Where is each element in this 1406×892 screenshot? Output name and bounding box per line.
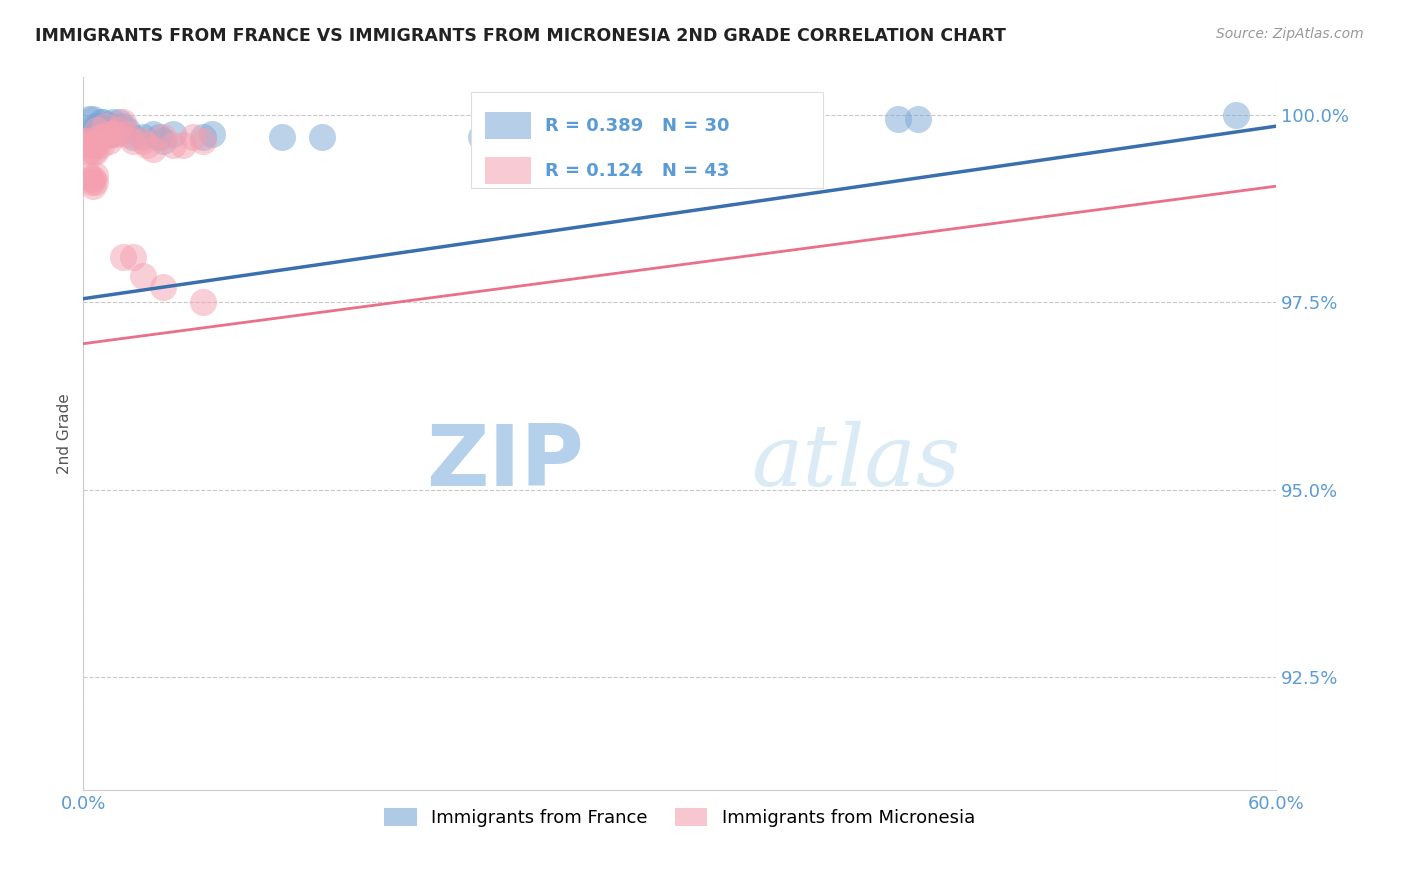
Point bbox=[112, 119, 135, 133]
Point bbox=[152, 280, 174, 294]
Point bbox=[108, 115, 131, 129]
Point bbox=[84, 145, 107, 160]
Point bbox=[122, 130, 145, 145]
Point bbox=[142, 142, 165, 156]
Point bbox=[907, 112, 929, 126]
Point bbox=[82, 112, 104, 126]
Point bbox=[82, 179, 104, 194]
Point bbox=[86, 119, 108, 133]
Point bbox=[86, 123, 108, 137]
Point bbox=[108, 123, 131, 137]
Point bbox=[112, 251, 135, 265]
Point bbox=[104, 119, 127, 133]
Point bbox=[101, 127, 124, 141]
Point bbox=[77, 137, 100, 152]
Point bbox=[84, 168, 107, 182]
FancyBboxPatch shape bbox=[485, 112, 530, 139]
Point bbox=[75, 134, 97, 148]
Y-axis label: 2nd Grade: 2nd Grade bbox=[58, 393, 72, 474]
Point bbox=[105, 127, 128, 141]
Text: R = 0.389   N = 30: R = 0.389 N = 30 bbox=[546, 117, 730, 135]
Point bbox=[84, 119, 107, 133]
Point bbox=[201, 127, 224, 141]
Point bbox=[80, 176, 103, 190]
Text: IMMIGRANTS FROM FRANCE VS IMMIGRANTS FROM MICRONESIA 2ND GRADE CORRELATION CHART: IMMIGRANTS FROM FRANCE VS IMMIGRANTS FRO… bbox=[35, 27, 1007, 45]
Point bbox=[148, 130, 170, 145]
Point bbox=[90, 137, 112, 152]
Point bbox=[181, 130, 204, 145]
Point bbox=[80, 137, 103, 152]
Text: Source: ZipAtlas.com: Source: ZipAtlas.com bbox=[1216, 27, 1364, 41]
Point bbox=[115, 123, 138, 137]
Point bbox=[132, 269, 155, 284]
FancyBboxPatch shape bbox=[485, 157, 530, 185]
Point bbox=[91, 130, 114, 145]
Point bbox=[191, 134, 214, 148]
Text: ZIP: ZIP bbox=[426, 421, 585, 504]
Point bbox=[132, 134, 155, 148]
Point bbox=[96, 127, 118, 141]
Point bbox=[191, 295, 214, 310]
Text: R = 0.124   N = 43: R = 0.124 N = 43 bbox=[546, 162, 730, 180]
Point bbox=[271, 130, 294, 145]
FancyBboxPatch shape bbox=[471, 92, 823, 188]
Point bbox=[172, 137, 194, 152]
Point bbox=[470, 130, 492, 145]
Text: atlas: atlas bbox=[751, 421, 960, 503]
Point bbox=[132, 130, 155, 145]
Point bbox=[311, 130, 333, 145]
Point bbox=[77, 145, 100, 160]
Point bbox=[96, 123, 118, 137]
Point bbox=[91, 115, 114, 129]
Point bbox=[80, 171, 103, 186]
Point bbox=[90, 115, 112, 129]
Point bbox=[94, 119, 117, 133]
Point bbox=[162, 137, 184, 152]
Point bbox=[122, 251, 145, 265]
Point bbox=[94, 123, 117, 137]
Point bbox=[887, 112, 910, 126]
Point bbox=[82, 137, 104, 152]
Point bbox=[98, 127, 121, 141]
Point bbox=[101, 115, 124, 129]
Point bbox=[152, 130, 174, 145]
Legend: Immigrants from France, Immigrants from Micronesia: Immigrants from France, Immigrants from … bbox=[377, 800, 983, 834]
Point bbox=[84, 137, 107, 152]
Point bbox=[152, 134, 174, 148]
Point bbox=[100, 127, 122, 141]
Point bbox=[76, 134, 98, 148]
Point bbox=[191, 130, 214, 145]
Point bbox=[115, 127, 138, 141]
Point bbox=[89, 119, 111, 133]
Point bbox=[1225, 108, 1247, 122]
Point bbox=[84, 176, 107, 190]
Point bbox=[82, 171, 104, 186]
Point bbox=[112, 115, 135, 129]
Point bbox=[98, 134, 121, 148]
Point bbox=[80, 142, 103, 156]
Point bbox=[135, 137, 157, 152]
Point bbox=[82, 145, 104, 160]
Point bbox=[89, 130, 111, 145]
Point bbox=[142, 127, 165, 141]
Point bbox=[77, 168, 100, 182]
Point bbox=[77, 112, 100, 126]
Point bbox=[122, 134, 145, 148]
Point bbox=[162, 127, 184, 141]
